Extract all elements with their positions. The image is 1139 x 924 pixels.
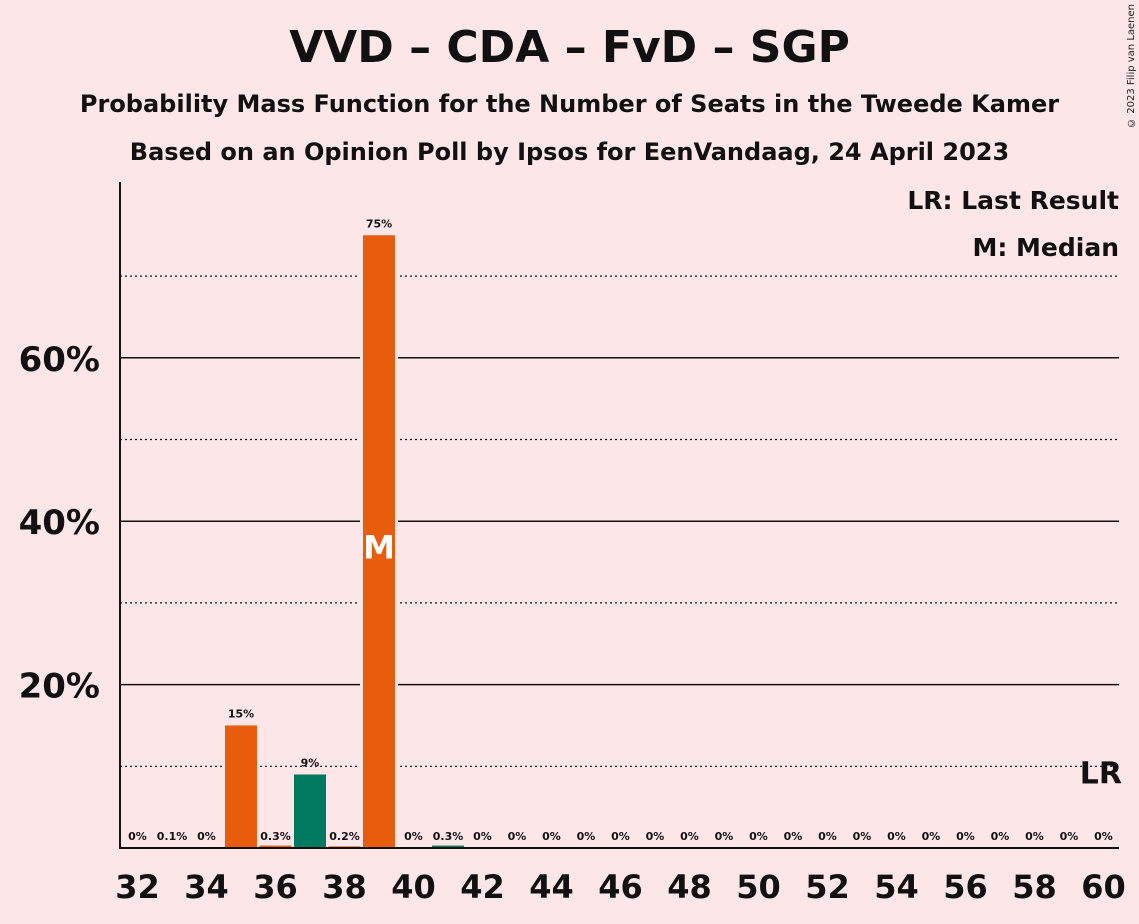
bar-seat-35 <box>225 725 257 848</box>
chart-title: VVD – CDA – FvD – SGP <box>289 22 850 73</box>
bar-value-label: 0% <box>749 830 768 843</box>
bar-value-label: 0% <box>542 830 561 843</box>
bar-value-label: 9% <box>301 756 320 769</box>
bar-value-label: 75% <box>366 217 392 230</box>
bar-value-label: 0% <box>473 830 492 843</box>
bar-seat-41 <box>432 845 464 848</box>
bar-value-label: 0.3% <box>260 830 291 843</box>
bar-value-label: 0% <box>128 830 147 843</box>
x-tick-label: 34 <box>184 868 229 906</box>
bar-value-label: 0.3% <box>433 830 464 843</box>
bar-value-label: 0% <box>991 830 1010 843</box>
bar-value-label: 0% <box>818 830 837 843</box>
bar-value-label: 0% <box>646 830 665 843</box>
axes: 20% 40% 60% 32 34 36 38 40 42 44 46 48 50 52 54 56 58 60 <box>19 182 1126 906</box>
x-tick-label: 50 <box>736 868 781 906</box>
x-tick-label: 40 <box>391 868 436 906</box>
x-tick-label: 54 <box>874 868 919 906</box>
x-tick-label: 58 <box>1012 868 1057 906</box>
bar-value-label: 0% <box>853 830 872 843</box>
last-result-marker: LR <box>1080 756 1122 791</box>
bar-seat-37 <box>294 774 326 848</box>
bar-value-label: 0% <box>1060 830 1079 843</box>
bar-value-label: 15% <box>228 707 254 720</box>
x-tick-label: 44 <box>529 868 574 906</box>
x-tick-label: 46 <box>598 868 643 906</box>
bar-value-label: 0% <box>508 830 527 843</box>
bar-value-label: 0% <box>680 830 699 843</box>
x-tick-label: 60 <box>1081 868 1126 906</box>
bar-seat-36 <box>259 845 292 848</box>
x-tick-label: 48 <box>667 868 712 906</box>
gridlines <box>120 275 1119 767</box>
x-tick-label: 52 <box>805 868 850 906</box>
y-tick-label: 20% <box>19 667 100 707</box>
x-tick-label: 42 <box>460 868 505 906</box>
median-marker: M <box>363 529 395 567</box>
chart-source-line: Based on an Opinion Poll by Ipsos for Ee… <box>129 138 1010 166</box>
y-tick-label: 40% <box>19 503 100 543</box>
legend-last-result: LR: Last Result <box>907 186 1119 215</box>
bar-value-label: 0% <box>611 830 630 843</box>
bar-value-label: 0% <box>922 830 941 843</box>
bar-labels: 0% 0.1% 0% 15% 0.3% 9% 0.2% 75% 0% 0.3% 0% 0% 0% 0% 0%… <box>128 217 1122 843</box>
y-tick-label: 60% <box>19 340 100 380</box>
bar-value-label: 0% <box>715 830 734 843</box>
x-tick-label: 32 <box>115 868 160 906</box>
bar-value-label: 0% <box>956 830 975 843</box>
bars <box>156 232 464 848</box>
legend-median: M: Median <box>972 233 1119 262</box>
bar-value-label: 0% <box>577 830 596 843</box>
bar-value-label: 0% <box>784 830 803 843</box>
bar-value-label: 0% <box>404 830 423 843</box>
x-tick-label: 56 <box>943 868 988 906</box>
bar-value-label: 0% <box>1025 830 1044 843</box>
bar-value-label: 0% <box>887 830 906 843</box>
bar-value-label: 0.1% <box>157 830 188 843</box>
bar-value-label: 0% <box>197 830 216 843</box>
bar-value-label: 0% <box>1094 830 1113 843</box>
chart-subtitle: Probability Mass Function for the Number… <box>79 90 1060 118</box>
bar-value-label: 0.2% <box>329 830 360 843</box>
x-tick-label: 36 <box>253 868 298 906</box>
bar-seat-39 <box>363 235 395 848</box>
x-tick-label: 38 <box>322 868 367 906</box>
